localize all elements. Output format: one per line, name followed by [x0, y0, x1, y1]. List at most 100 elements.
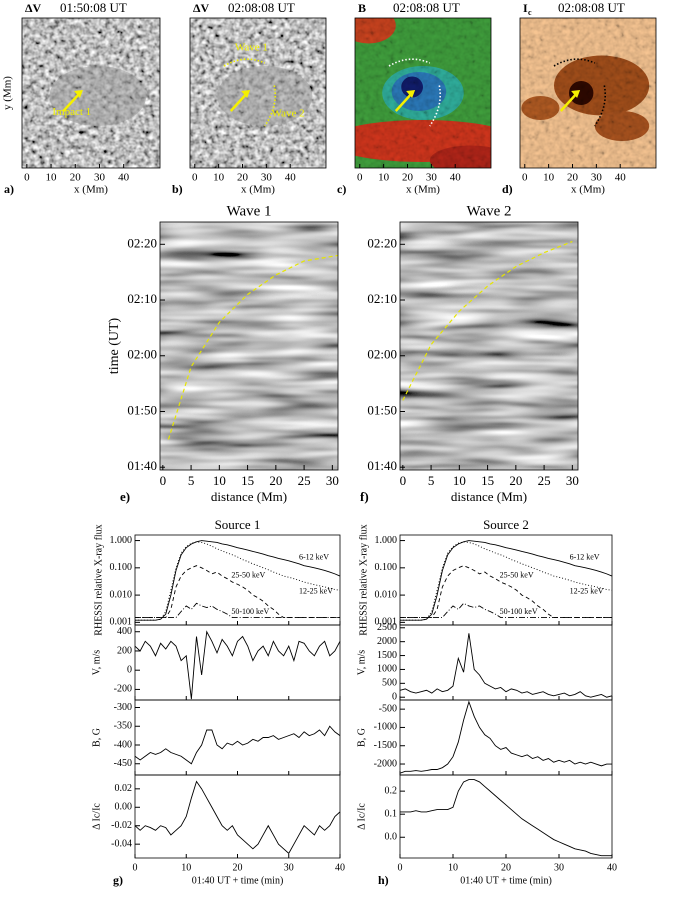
fit-curve	[167, 254, 339, 440]
panel-label: e)	[120, 489, 130, 504]
subplot-frame	[134, 699, 341, 776]
x-tick-label: 10	[378, 172, 390, 184]
arrow-shaft	[62, 92, 81, 112]
image-frame	[21, 17, 161, 169]
x-tick-label: 30	[426, 172, 438, 184]
annotation: Wave 2	[272, 108, 305, 120]
y-tick-label: 0	[392, 692, 397, 703]
sunspot-region	[49, 66, 147, 126]
data-line	[399, 633, 613, 698]
x-tick-label: 30	[591, 172, 603, 184]
y-axis-label: RHESSI relative X-ray flux	[358, 524, 369, 635]
x-tick-label: 30	[94, 172, 106, 184]
panel-title: I	[523, 1, 528, 15]
y-tick-label: 0.001	[110, 617, 133, 628]
x-tick-label: 20	[233, 862, 243, 873]
x-tick-label: 30	[566, 473, 579, 488]
series-label: 50-100 keV	[500, 607, 538, 616]
panel-title: Source 1	[215, 517, 261, 532]
panel-title: Wave 2	[466, 203, 511, 219]
td-noise	[400, 222, 578, 470]
wave-front	[264, 85, 277, 127]
subplot-frame	[134, 624, 341, 701]
y-tick-label: 500	[382, 678, 397, 689]
arrow-head	[571, 90, 581, 98]
x-tick-label: 5	[428, 473, 435, 488]
x-axis-label: x (Mm)	[74, 184, 108, 196]
y-tick-label: 02:20	[367, 235, 397, 250]
y-tick-label: 2000	[377, 636, 397, 647]
image-noise	[355, 18, 491, 168]
arrow-shaft	[229, 92, 249, 112]
panel-title: Wave 1	[226, 203, 271, 219]
x-tick-label: 20	[501, 862, 511, 873]
y-tick-label: -2000	[374, 758, 397, 769]
x-tick-label: 0	[400, 473, 407, 488]
series-label: 12-25 keV	[570, 587, 604, 596]
annotation: Impact 1	[52, 106, 91, 118]
x-tick-label: 20	[237, 172, 249, 184]
x-tick-label: 15	[241, 473, 254, 488]
y-axis-label: time (UT)	[107, 317, 122, 374]
image-panel	[190, 18, 326, 168]
series-label: 50-100 keV	[231, 607, 269, 616]
sunspot-region	[217, 66, 313, 126]
y-axis-label: Δ Ic/Ic	[356, 803, 367, 830]
series-label: 6-12 keV	[299, 552, 329, 561]
td-noise	[160, 222, 338, 470]
y-axis-label: B, G	[356, 728, 367, 747]
panel-title: B	[358, 1, 366, 15]
y-tick-label: 02:20	[127, 235, 157, 250]
y-tick-label: 0.0	[385, 832, 398, 843]
panel-time: 02:08:08 UT	[228, 0, 295, 15]
data-line	[399, 700, 612, 774]
y-tick-label: -400	[114, 739, 132, 750]
wave-front	[553, 58, 596, 67]
arrow-shaft	[559, 92, 579, 112]
subplot-frame	[134, 774, 341, 859]
y-tick-label: -450	[114, 758, 132, 769]
x-tick-label: 20	[402, 172, 414, 184]
panel-title: ΔV	[25, 1, 42, 15]
y-tick-label: 02:10	[367, 291, 397, 306]
y-tick-label: -0.02	[111, 820, 132, 831]
image-noise	[520, 18, 656, 168]
panel-title: Source 2	[483, 517, 529, 532]
wave-front	[223, 58, 266, 67]
arrow-head	[73, 90, 83, 98]
td-frame	[399, 221, 579, 471]
flux-line	[400, 541, 613, 621]
image-frame	[354, 17, 492, 169]
series-label: 12-25 keV	[299, 587, 333, 596]
x-tick-label: 30	[261, 172, 273, 184]
y-tick-label: 200	[117, 645, 132, 656]
y-axis-label: Δ Ic/Ic	[91, 803, 102, 830]
series-label: 25-50 keV	[231, 570, 265, 579]
data-line	[134, 780, 341, 855]
y-tick-label: 01:40	[367, 458, 397, 473]
y-tick-label: 02:10	[127, 291, 157, 306]
y-axis-label: RHESSI relative X-ray flux	[93, 524, 104, 635]
y-axis-label: V, m/s	[91, 650, 102, 675]
y-tick-label: 02:00	[367, 347, 397, 362]
x-tick-label: 15	[481, 473, 494, 488]
panel-label: g)	[113, 873, 123, 887]
x-tick-label: 0	[192, 172, 198, 184]
panel-time: 02:08:08 UT	[558, 0, 625, 15]
panel-label: b)	[172, 182, 183, 196]
y-tick-label: 2500	[377, 622, 397, 633]
y-tick-label: 1.000	[375, 535, 398, 546]
y-tick-label: -1000	[374, 722, 397, 733]
panel-time: 02:08:08 UT	[393, 0, 460, 15]
y-tick-label: 01:40	[127, 458, 157, 473]
y-tick-label: 0.010	[110, 589, 133, 600]
x-tick-label: 40	[450, 172, 462, 184]
x-tick-label: 20	[567, 172, 579, 184]
y-tick-label: -200	[114, 684, 132, 695]
image-panel	[520, 18, 656, 168]
x-axis-label: x (Mm)	[406, 184, 440, 196]
panel-title-subscript: c	[528, 8, 532, 17]
x-tick-label: 10	[448, 862, 458, 873]
x-tick-label: 40	[285, 172, 297, 184]
